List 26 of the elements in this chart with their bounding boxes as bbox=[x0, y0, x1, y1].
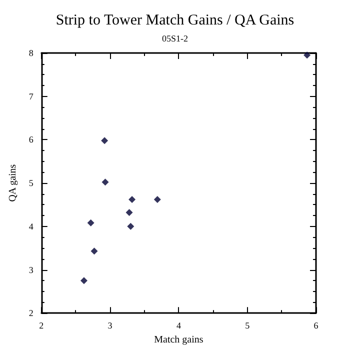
point bbox=[101, 137, 108, 144]
point bbox=[80, 277, 88, 284]
y-tick-label: 4 bbox=[28, 221, 34, 232]
point bbox=[154, 196, 161, 204]
point bbox=[102, 178, 109, 186]
y-tick-label: 8 bbox=[28, 48, 34, 58]
x-tick-label: 5 bbox=[245, 320, 250, 331]
point bbox=[127, 222, 134, 230]
point bbox=[304, 52, 311, 59]
y-tick-label: 7 bbox=[28, 91, 34, 102]
chart-title: Strip to Tower Match Gains / QA Gains bbox=[56, 12, 294, 28]
point bbox=[90, 248, 98, 255]
chart-subtitle: 05S1-2 bbox=[162, 34, 188, 44]
y-tick-label: 5 bbox=[28, 178, 34, 188]
y-tick-label: 3 bbox=[28, 264, 34, 275]
x-axis-title: Match gains bbox=[154, 334, 204, 346]
y-tick-label: 2 bbox=[28, 308, 34, 318]
x-tick-label: 3 bbox=[108, 320, 113, 331]
x-tick-label: 6 bbox=[314, 320, 319, 331]
y-tick-label: 6 bbox=[28, 134, 34, 145]
point bbox=[87, 219, 94, 226]
point bbox=[128, 196, 136, 204]
y-axis-title: QA gains bbox=[8, 164, 18, 202]
x-tick-label: 2 bbox=[39, 320, 44, 331]
x-tick-label: 4 bbox=[176, 320, 182, 331]
point bbox=[126, 209, 133, 216]
